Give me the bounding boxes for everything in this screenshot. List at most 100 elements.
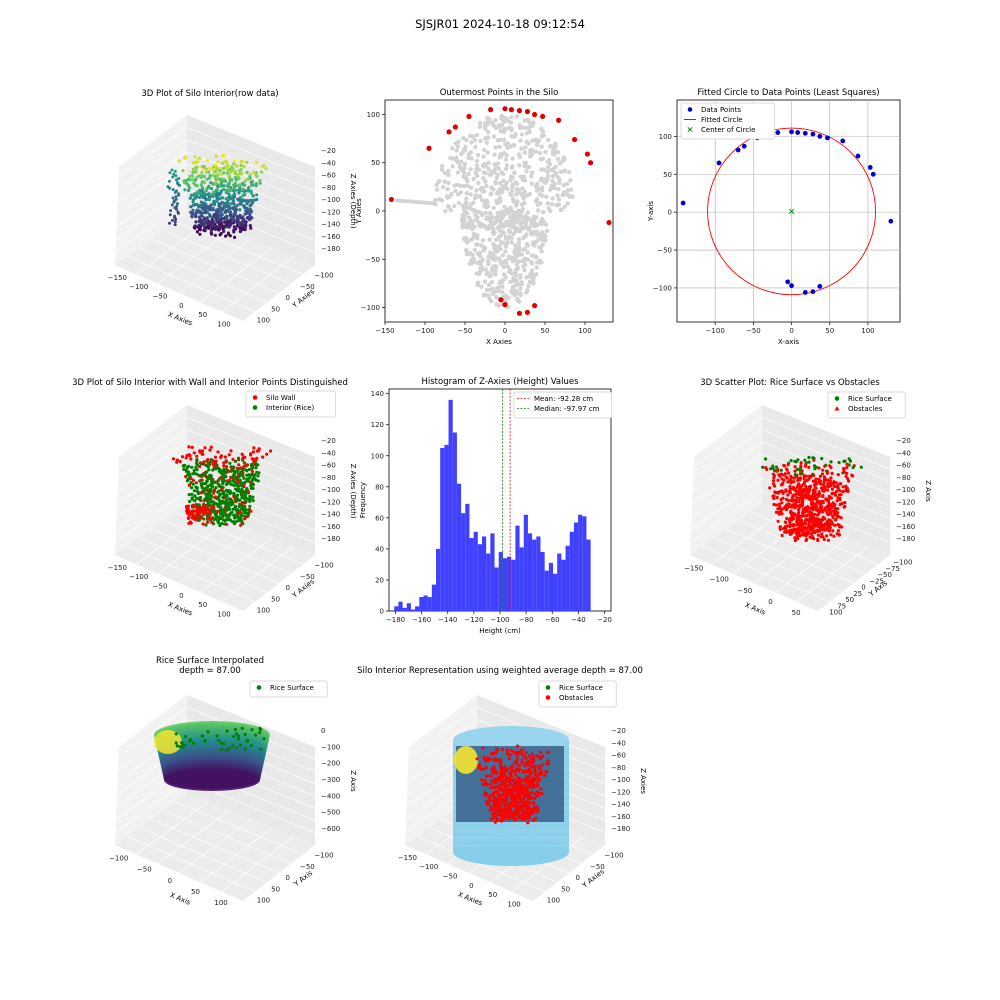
data-point xyxy=(248,504,252,508)
y-tick-label: 0 xyxy=(286,874,290,882)
data-point xyxy=(501,119,506,125)
data-point xyxy=(230,221,234,225)
obstacle-point xyxy=(539,750,543,754)
data-point xyxy=(512,134,517,139)
data-point xyxy=(817,490,821,494)
chart-title: Fitted Circle to Data Points (Least Squa… xyxy=(697,88,879,98)
data-point xyxy=(547,161,553,167)
z-tick-label: −200 xyxy=(321,760,340,768)
rice-point xyxy=(246,738,250,743)
obstacle-point xyxy=(496,778,500,782)
data-point xyxy=(258,181,262,185)
data-point xyxy=(242,165,246,169)
histogram-bar xyxy=(436,548,441,611)
data-point xyxy=(834,481,839,485)
data-point xyxy=(188,178,192,182)
data-point xyxy=(206,221,210,225)
data-point xyxy=(776,478,780,482)
data-point xyxy=(810,514,814,518)
data-point xyxy=(800,500,805,504)
histogram-bar xyxy=(444,444,449,611)
data-point xyxy=(795,130,801,135)
data-point xyxy=(185,181,189,186)
data-point xyxy=(461,170,467,175)
obstacle-point xyxy=(494,757,498,761)
outermost-point xyxy=(588,160,594,166)
data-point xyxy=(524,241,529,247)
obstacle-point xyxy=(537,772,541,777)
data-point xyxy=(807,506,811,510)
data-point xyxy=(194,502,198,507)
data-point xyxy=(227,207,232,211)
data-point xyxy=(197,215,201,219)
obstacle-point xyxy=(499,768,503,772)
data-point xyxy=(194,215,198,219)
histogram-bar xyxy=(452,432,457,611)
floor-pane xyxy=(115,503,315,611)
data-point xyxy=(222,464,226,468)
data-point xyxy=(529,261,535,266)
data-point xyxy=(815,520,819,525)
x-tick-label: 50 xyxy=(825,327,834,335)
data-point xyxy=(775,130,781,135)
z-tick-label: −20 xyxy=(321,437,336,445)
data-point xyxy=(786,498,790,502)
data-point xyxy=(780,501,784,505)
data-point xyxy=(262,164,266,168)
obstacle-point xyxy=(506,753,510,757)
data-point xyxy=(252,459,256,463)
z-tick-label: −100 xyxy=(321,196,340,204)
data-point xyxy=(207,468,211,472)
obstacle-point xyxy=(496,790,500,794)
data-point xyxy=(199,516,203,520)
data-point xyxy=(180,455,185,459)
data-point xyxy=(489,191,494,196)
data-point xyxy=(245,487,249,491)
data-point xyxy=(537,150,543,156)
data-point xyxy=(531,229,536,235)
data-point xyxy=(193,499,197,503)
data-point xyxy=(233,212,237,217)
obstacle-point xyxy=(523,764,527,768)
data-point xyxy=(204,508,208,512)
x-axis-label: X Axis xyxy=(744,601,767,617)
data-point xyxy=(219,219,223,223)
data-point xyxy=(173,190,177,194)
y-tick-label: 20 xyxy=(375,576,384,584)
data-point xyxy=(205,216,209,220)
data-point xyxy=(456,200,462,206)
data-point xyxy=(500,278,506,283)
data-point xyxy=(518,291,523,296)
data-point xyxy=(512,293,518,298)
data-point xyxy=(200,214,204,218)
data-point xyxy=(256,463,260,467)
z-tick-label: −100 xyxy=(321,743,340,751)
data-point xyxy=(171,188,175,192)
data-point xyxy=(480,238,486,243)
data-point xyxy=(219,506,223,510)
rice-point xyxy=(240,726,244,730)
data-point xyxy=(239,228,243,232)
obstacle-point xyxy=(524,809,528,813)
data-point xyxy=(498,233,503,238)
chart-title: 3D Plot of Silo Interior with Wall and I… xyxy=(72,378,348,388)
data-point xyxy=(550,167,556,172)
data-point xyxy=(225,166,229,170)
obstacle-point xyxy=(535,794,539,798)
data-point xyxy=(191,503,195,507)
data-point xyxy=(233,207,237,211)
data-point xyxy=(812,536,816,541)
data-point xyxy=(478,138,483,144)
data-point xyxy=(814,504,818,508)
data-point xyxy=(471,256,477,262)
data-point xyxy=(229,475,234,480)
data-point xyxy=(502,209,507,215)
data-point xyxy=(550,196,555,201)
data-point xyxy=(837,523,841,527)
histogram-bar xyxy=(419,597,424,611)
data-point xyxy=(198,224,202,228)
obstacle-point xyxy=(532,768,536,772)
data-point xyxy=(205,479,209,484)
data-point xyxy=(498,128,503,134)
data-point xyxy=(174,217,178,221)
